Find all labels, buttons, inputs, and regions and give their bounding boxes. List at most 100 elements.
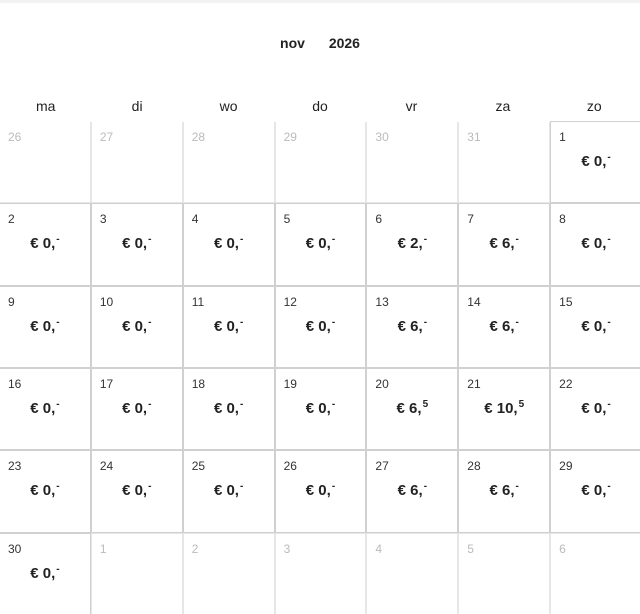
calendar-day[interactable]: 8 € 0,- <box>550 203 640 286</box>
calendar-day[interactable]: 1 € 0,- <box>550 120 640 204</box>
price-cents: 5 <box>518 399 525 410</box>
calendar-day[interactable]: 22 € 0,- <box>550 367 640 451</box>
price-amount: € 0, <box>122 400 148 417</box>
day-number: 12 <box>283 294 297 309</box>
day-number: 11 <box>191 294 205 309</box>
calendar-day[interactable]: 14 € 6,- <box>458 285 551 369</box>
price-cents: - <box>239 481 244 493</box>
calendar-day[interactable]: 9 € 0,- <box>0 285 91 369</box>
day-number: 21 <box>467 377 481 391</box>
day-price: € 0,- <box>276 399 366 417</box>
calendar-day[interactable]: 27 € 6,- <box>366 450 459 533</box>
price-cents: - <box>239 234 244 246</box>
price-amount: € 0, <box>305 317 331 335</box>
price-cents: - <box>607 316 611 328</box>
day-price: € 0,- <box>276 317 366 335</box>
calendar-day[interactable]: 19 € 0,- <box>274 367 367 451</box>
day-price: € 0,- <box>0 399 90 417</box>
price-amount: € 0, <box>305 400 331 417</box>
calendar-day[interactable]: 13 € 6,- <box>366 285 459 369</box>
calendar-day-outside-month: 3 <box>275 533 366 614</box>
calendar-day[interactable]: 28 € 6,- <box>458 450 551 533</box>
day-number: 1 <box>99 541 107 556</box>
price-amount: € 0, <box>122 235 148 253</box>
calendar-day[interactable]: 3 € 0,- <box>90 203 183 286</box>
day-price: € 0,- <box>184 234 274 252</box>
day-number: 5 <box>283 212 291 227</box>
price-amount: € 0, <box>213 482 239 500</box>
calendar-day[interactable]: 20 € 6,5 <box>366 367 459 451</box>
calendar-day[interactable]: 26 € 0,- <box>274 450 367 533</box>
price-amount: € 2, <box>397 235 423 253</box>
calendar-day[interactable]: 29 € 0,- <box>550 450 640 533</box>
calendar-day-outside-month: 1 <box>91 533 182 614</box>
price-cents: - <box>607 399 611 410</box>
day-number: 17 <box>99 377 114 391</box>
price-amount: € 0, <box>30 400 56 417</box>
top-divider <box>0 0 640 3</box>
calendar-day[interactable]: 7 € 6,- <box>458 203 551 286</box>
calendar-day[interactable]: 5 € 0,- <box>274 203 367 286</box>
price-cents: - <box>515 234 519 246</box>
calendar-day[interactable]: 24 € 0,- <box>90 450 183 533</box>
calendar-day[interactable]: 11 € 0,- <box>182 285 275 369</box>
day-price: € 6,- <box>459 234 549 252</box>
day-price: € 0,- <box>0 317 90 335</box>
calendar-day[interactable]: 15 € 0,- <box>550 285 640 369</box>
price-amount: € 0, <box>581 235 607 253</box>
day-number: 30 <box>8 541 22 556</box>
day-number: 28 <box>191 130 206 144</box>
day-number: 26 <box>8 130 22 144</box>
calendar-day[interactable]: 2 € 0,- <box>0 203 91 286</box>
price-cents: - <box>331 234 336 246</box>
year-label[interactable]: 2026 <box>328 35 360 51</box>
day-price: € 0,- <box>551 152 640 170</box>
day-number: 25 <box>191 459 206 474</box>
calendar-day[interactable]: 6 € 2,- <box>366 203 459 286</box>
price-cents: - <box>423 234 428 246</box>
price-cents: - <box>56 481 60 493</box>
day-number: 2 <box>8 212 15 227</box>
calendar-day[interactable]: 4 € 0,- <box>182 203 275 286</box>
calendar-day-outside-month: 2 <box>183 533 274 614</box>
price-cents: - <box>56 399 60 410</box>
calendar-day[interactable]: 17 € 0,- <box>90 367 183 451</box>
weekday-fri: vr <box>405 98 418 114</box>
price-amount: € 0, <box>581 482 607 500</box>
calendar-day[interactable]: 23 € 0,- <box>0 450 91 533</box>
price-amount: € 0, <box>305 482 331 500</box>
price-cents: - <box>56 316 60 328</box>
price-cents: - <box>239 316 244 328</box>
calendar-day[interactable]: 18 € 0,- <box>182 367 275 451</box>
day-number: 18 <box>191 377 206 391</box>
price-amount: € 0, <box>305 235 331 253</box>
calendar-day[interactable]: 12 € 0,- <box>274 285 367 369</box>
calendar-day[interactable]: 16 € 0,- <box>0 367 91 451</box>
day-price: € 0,- <box>92 234 182 252</box>
price-amount: € 0, <box>581 400 607 417</box>
day-price: € 0,- <box>0 564 90 582</box>
price-amount: € 0, <box>581 153 607 170</box>
day-number: 16 <box>8 377 22 391</box>
calendar-day-outside-month: 29 <box>275 122 366 203</box>
day-number: 1 <box>559 130 566 144</box>
weekday-tue: di <box>131 98 143 114</box>
calendar-day[interactable]: 30 € 0,- <box>0 532 91 614</box>
calendar-grid: 26 27 28 29 30 31 1 € 0,- 2 € 0,- 3 € 0,- 4 € 0,- 5 € 0… <box>0 120 640 614</box>
price-cents: - <box>607 481 611 493</box>
day-price: € 2,- <box>367 234 457 252</box>
day-price: € 0,- <box>276 234 366 252</box>
price-cents: - <box>607 152 611 163</box>
month-label[interactable]: nov <box>280 35 305 51</box>
day-price: € 6,- <box>459 481 549 499</box>
price-cents: - <box>423 481 428 493</box>
price-cents: - <box>331 399 336 410</box>
calendar-day[interactable]: 10 € 0,- <box>90 285 183 369</box>
month-year-header: nov 2026 <box>0 35 640 51</box>
calendar-day[interactable]: 21 € 10,5 <box>458 367 551 451</box>
calendar-day[interactable]: 25 € 0,- <box>182 450 275 533</box>
day-price: € 6,- <box>367 481 457 499</box>
day-price: € 0,- <box>551 481 640 499</box>
day-number: 2 <box>191 541 199 556</box>
price-cents: - <box>607 234 611 246</box>
